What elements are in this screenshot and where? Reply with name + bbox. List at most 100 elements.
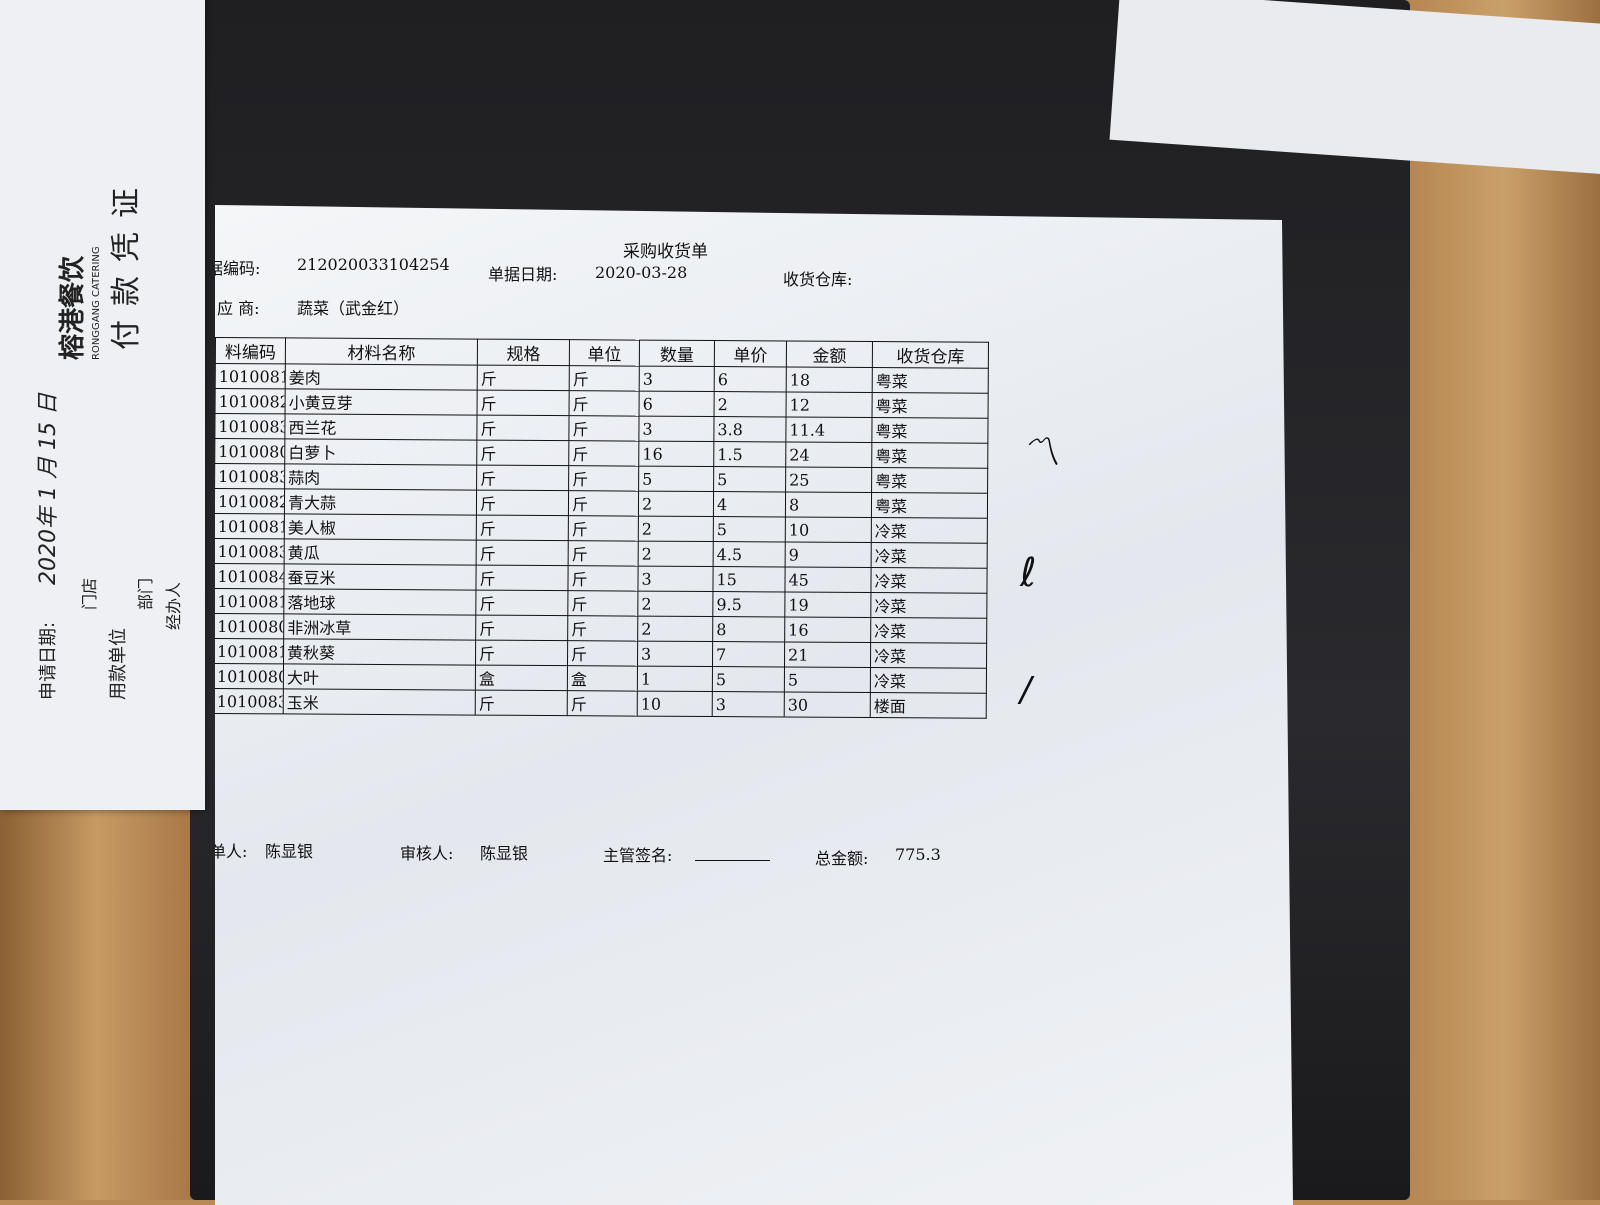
table-cell: 斤 — [567, 590, 638, 617]
table-cell: 5 — [713, 516, 786, 542]
column-header: 规格 — [477, 339, 570, 366]
reviewer-label: 审核人: — [400, 844, 454, 863]
table-cell: 10100811 — [215, 638, 284, 664]
table-cell: 15 — [712, 566, 786, 592]
handwritten-signature: 〽 — [1020, 430, 1060, 476]
table-cell: 斤 — [475, 615, 568, 641]
maker: 陈显银 — [265, 842, 314, 861]
table-cell: 10100806 — [215, 613, 284, 639]
table-cell: 3 — [639, 366, 715, 392]
apply-date-label: 申请日期: — [38, 621, 59, 700]
table-cell: 斤 — [567, 565, 639, 592]
table-cell: 粤菜 — [871, 442, 988, 469]
table-cell: 斤 — [568, 440, 639, 467]
maker-label: 单人: — [210, 842, 248, 861]
table-cell: 10100835 — [215, 538, 285, 564]
table-cell: 斤 — [476, 540, 569, 566]
supervisor-signature-line — [695, 860, 770, 861]
doc-no-label: 据编码: — [207, 259, 261, 278]
table-cell: 大叶 — [283, 663, 476, 691]
total-label: 总金额: — [815, 849, 869, 868]
table-cell: 12 — [786, 391, 873, 418]
reviewer: 陈显银 — [480, 844, 529, 863]
column-header: 金额 — [786, 340, 873, 368]
table-cell: 10100800 — [215, 438, 285, 464]
table-cell: 楼面 — [870, 692, 987, 719]
table-cell: 斤 — [475, 690, 568, 716]
table-cell: 10100829 — [215, 388, 286, 414]
table-cell: 非洲冰草 — [283, 613, 476, 641]
table-cell: 粤菜 — [871, 417, 989, 444]
table-cell: 4.5 — [713, 541, 786, 567]
table-cell: 斤 — [476, 490, 569, 516]
table-cell: 30 — [784, 691, 871, 718]
voucher-title: 付款凭证 — [109, 174, 144, 350]
payment-voucher: 榕港餐饮 RONGGANG CATERING 付款凭证 申请日期: 2020年 … — [0, 0, 205, 810]
table-cell: 斤 — [567, 690, 638, 717]
dept-label: 部门 — [136, 577, 155, 610]
date-label: 单据日期: — [488, 265, 558, 284]
table-cell: 斤 — [476, 465, 569, 491]
column-header: 数量 — [639, 340, 715, 367]
table-cell: 蒜肉 — [284, 463, 477, 491]
table-cell: 斤 — [476, 440, 569, 466]
table-cell: 斤 — [475, 565, 569, 591]
table-cell: 2 — [637, 616, 713, 642]
table-cell: 10100835 — [215, 463, 285, 489]
table-cell: 粤菜 — [872, 367, 989, 394]
table-cell: 冷菜 — [871, 542, 988, 569]
table-cell: 8 — [712, 616, 785, 642]
voucher-brand-en: RONGGANG CATERING — [91, 246, 102, 360]
table-cell: 斤 — [475, 640, 568, 666]
table-cell: 黄秋葵 — [283, 638, 476, 666]
table-cell: 1 — [637, 666, 713, 692]
receipt-document: 采购收货单 据编码: 212020033104254 单据日期: 2020-03… — [215, 205, 1293, 1205]
table-cell: 8 — [785, 491, 872, 518]
total-amount: 775.3 — [895, 845, 941, 864]
table-cell: 粤菜 — [871, 492, 988, 519]
apply-date: 2020年 1 月 15 日 — [36, 393, 61, 585]
table-cell: 斤 — [568, 540, 639, 567]
table-cell: 斤 — [569, 365, 640, 392]
table-cell: 9 — [785, 541, 872, 568]
table-cell: 冷菜 — [870, 642, 987, 669]
table-cell: 斤 — [567, 640, 638, 667]
table-cell: 冷菜 — [870, 667, 987, 694]
table-cell: 10100804 — [215, 663, 284, 689]
table-cell: 2 — [638, 491, 714, 517]
handwritten-signature: / — [1020, 670, 1032, 710]
table-cell: 斤 — [567, 615, 638, 642]
table-cell: 落地球 — [283, 588, 476, 616]
table-cell: 斤 — [475, 590, 568, 616]
table-cell: 玉米 — [283, 688, 476, 716]
table-cell: 3.8 — [713, 416, 787, 442]
table-cell: 19 — [784, 591, 871, 618]
table-cell: 6 — [714, 366, 787, 392]
column-header: 料编码 — [215, 337, 286, 364]
column-header: 收货仓库 — [872, 341, 989, 369]
table-cell: 盒 — [475, 665, 568, 691]
table-row: 10100832 玉米斤斤 10 3 30 楼面 — [215, 688, 987, 719]
table-cell: 1.5 — [713, 441, 786, 467]
table-cell: 2 — [638, 541, 714, 567]
table-cell: 10100813 — [215, 363, 286, 389]
table-cell: 24 — [785, 441, 872, 468]
table-cell: 3 — [712, 691, 785, 717]
table-cell: 16 — [638, 441, 714, 467]
warehouse-label: 收货仓库: — [783, 270, 853, 289]
table-cell: 10100818 — [215, 513, 285, 539]
store-label: 门店 — [80, 577, 99, 610]
table-cell: 4 — [713, 491, 786, 517]
table-cell: 蚕豆米 — [283, 563, 477, 591]
table-cell: 10100835 — [215, 413, 286, 439]
handler-label: 经办人 — [164, 581, 183, 630]
table-cell: 斤 — [476, 415, 570, 441]
table-cell: 斤 — [476, 515, 569, 541]
table-cell: 3 — [637, 566, 714, 592]
table-cell: 5 — [713, 466, 786, 492]
table-cell: 粤菜 — [872, 392, 989, 419]
table-cell: 2 — [638, 516, 714, 542]
doc-title: 采购收货单 — [623, 242, 708, 262]
supervisor-label: 主管签名: — [603, 846, 673, 865]
table-cell: 21 — [784, 641, 871, 668]
